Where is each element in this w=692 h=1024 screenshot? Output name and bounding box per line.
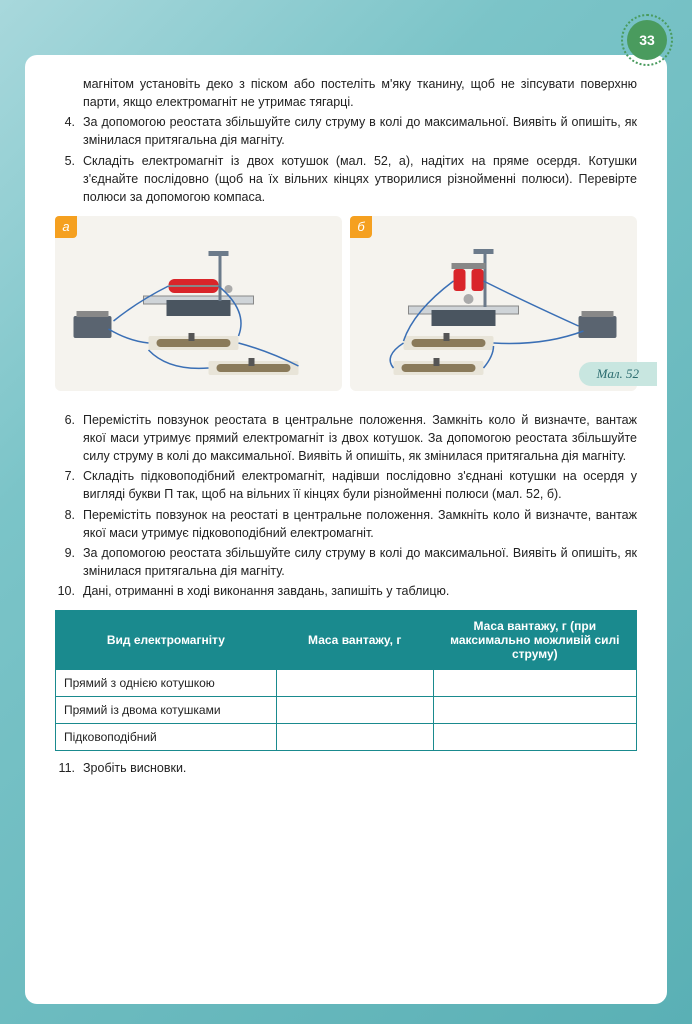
list-text: Складіть підковоподібний електромагніт, … [83, 467, 637, 503]
list-text: Перемістіть повзунок реостата в централь… [83, 411, 637, 465]
cell-empty [276, 697, 433, 724]
list-number: 10. [55, 582, 83, 600]
list-item-4: 4. За допомогою реостата збільшуйте силу… [55, 113, 637, 149]
table-header-mass-max: Маса вантажу, г (при максимально можливі… [433, 611, 636, 670]
apparatus-diagram-b [360, 241, 627, 381]
figure-52: а [55, 216, 637, 391]
list-number: 6. [55, 411, 83, 465]
list-item-8: 8. Перемістіть повзунок на реостаті в це… [55, 506, 637, 542]
cell-empty [433, 697, 636, 724]
row-label: Прямий із двома котушками [56, 697, 277, 724]
cell-empty [433, 670, 636, 697]
list-number: 7. [55, 467, 83, 503]
cell-empty [276, 670, 433, 697]
list-text: Складіть електромагніт із двох котушок (… [83, 152, 637, 206]
table-header-mass: Маса вантажу, г [276, 611, 433, 670]
cell-empty [433, 724, 636, 751]
panel-label-b: б [350, 216, 372, 238]
table-row: Підковоподібний [56, 724, 637, 751]
list-item-5: 5. Складіть електромагніт із двох котушо… [55, 152, 637, 206]
apparatus-diagram-a [65, 241, 332, 381]
list-item-11: 11. Зробіть висновки. [55, 759, 637, 777]
list-item-6: 6. Перемістіть повзунок реостата в центр… [55, 411, 637, 465]
row-label: Підковоподібний [56, 724, 277, 751]
figure-panel-a: а [55, 216, 342, 391]
page-number-badge: 33 [627, 20, 667, 60]
table-header-type: Вид електромагніту [56, 611, 277, 670]
panel-label-a: а [55, 216, 77, 238]
page-number: 33 [639, 32, 655, 48]
list-item-10: 10. Дані, отриманні в ході виконання зав… [55, 582, 637, 600]
table-row: Прямий з однією котушкою [56, 670, 637, 697]
list-text: Дані, отриманні в ході виконання завдань… [83, 582, 637, 600]
list-text: Зробіть висновки. [83, 759, 637, 777]
list-number: 5. [55, 152, 83, 206]
page-content: магнітом установіть деко з піском або по… [25, 55, 667, 1004]
list-text: За допомогою реостата збільшуйте силу ст… [83, 113, 637, 149]
table-row: Прямий із двома котушками [56, 697, 637, 724]
list-number: 9. [55, 544, 83, 580]
list-item-7: 7. Складіть підковоподібний електромагні… [55, 467, 637, 503]
results-table: Вид електромагніту Маса вантажу, г Маса … [55, 610, 637, 751]
list-text: За допомогою реостата збільшуйте силу ст… [83, 544, 637, 580]
cell-empty [276, 724, 433, 751]
list-number: 4. [55, 113, 83, 149]
figure-caption: Мал. 52 [579, 362, 657, 386]
list-text: Перемістіть повзунок на реостаті в центр… [83, 506, 637, 542]
list-item-9: 9. За допомогою реостата збільшуйте силу… [55, 544, 637, 580]
list-number: 11. [55, 759, 83, 777]
row-label: Прямий з однією котушкою [56, 670, 277, 697]
list-number: 8. [55, 506, 83, 542]
intro-continuation: магнітом установіть деко з піском або по… [55, 75, 637, 111]
